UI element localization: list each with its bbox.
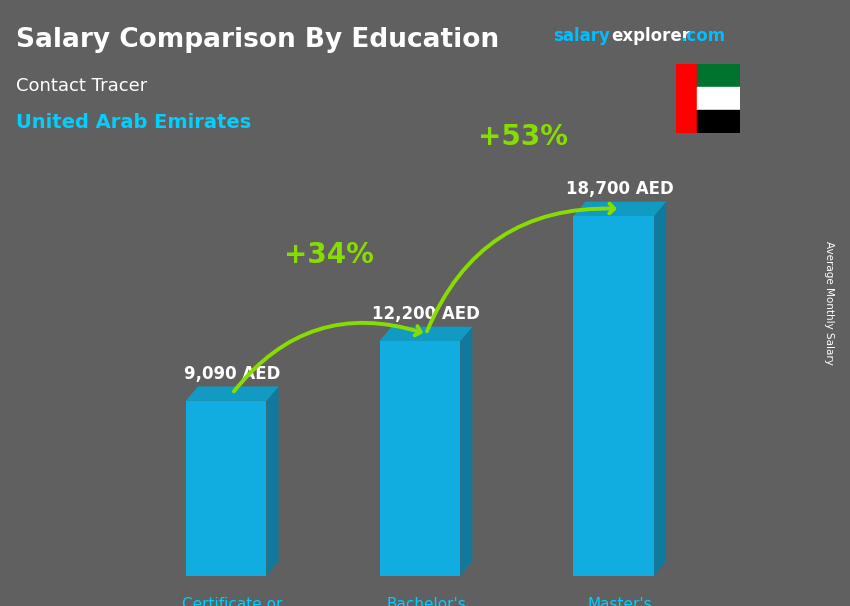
- Text: Master's
Degree: Master's Degree: [587, 598, 652, 606]
- Text: 9,090 AED: 9,090 AED: [184, 365, 280, 383]
- Polygon shape: [185, 401, 267, 576]
- Polygon shape: [654, 202, 666, 576]
- Text: +34%: +34%: [284, 241, 374, 268]
- Bar: [697, 110, 740, 133]
- Bar: [697, 87, 740, 110]
- Text: 12,200 AED: 12,200 AED: [372, 305, 480, 323]
- Polygon shape: [379, 327, 473, 341]
- Polygon shape: [573, 216, 655, 576]
- Polygon shape: [573, 202, 666, 216]
- Text: salary: salary: [553, 27, 610, 45]
- Text: Average Monthly Salary: Average Monthly Salary: [824, 241, 834, 365]
- Polygon shape: [461, 327, 473, 576]
- Text: Certificate or
Diploma: Certificate or Diploma: [182, 598, 282, 606]
- Text: 18,700 AED: 18,700 AED: [566, 180, 674, 198]
- Text: explorer: explorer: [611, 27, 690, 45]
- Text: Salary Comparison By Education: Salary Comparison By Education: [16, 27, 499, 53]
- Bar: [676, 64, 697, 133]
- Text: +53%: +53%: [478, 123, 568, 151]
- Text: Bachelor's
Degree: Bachelor's Degree: [386, 598, 466, 606]
- Bar: [697, 64, 740, 87]
- Polygon shape: [185, 387, 279, 401]
- Text: Contact Tracer: Contact Tracer: [16, 77, 147, 95]
- Text: United Arab Emirates: United Arab Emirates: [16, 113, 252, 132]
- Polygon shape: [379, 341, 461, 576]
- Polygon shape: [267, 387, 279, 576]
- Text: .com: .com: [680, 27, 725, 45]
